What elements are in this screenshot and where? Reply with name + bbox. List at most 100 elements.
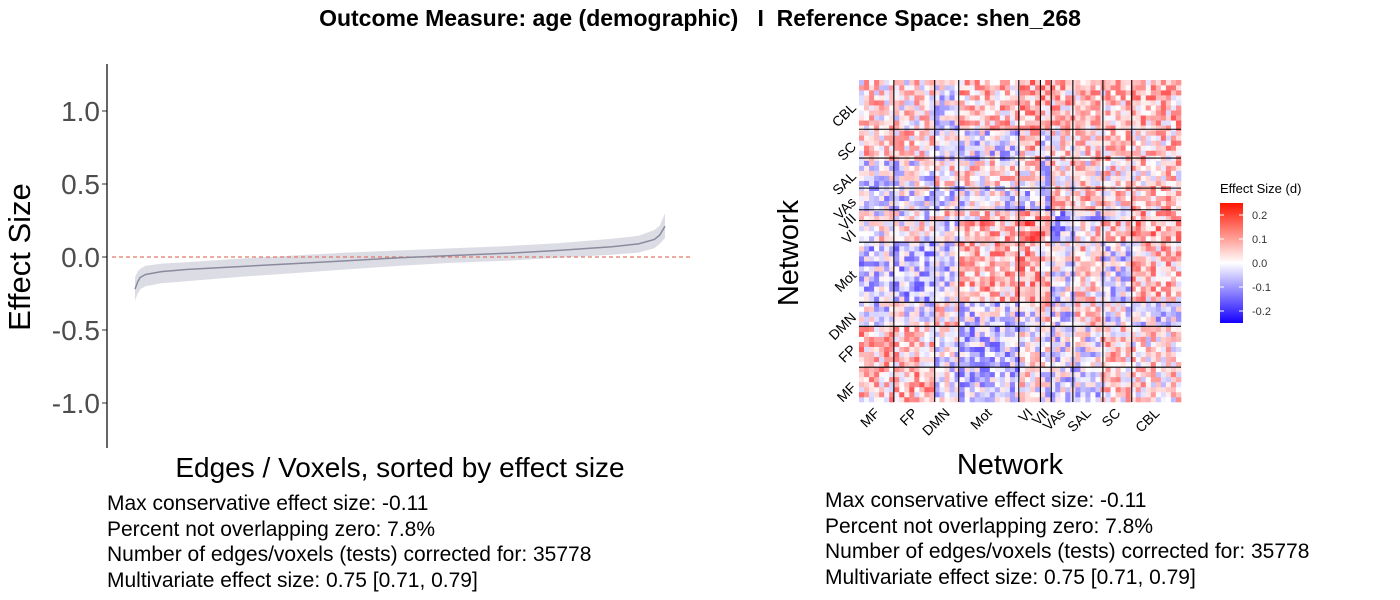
heatmap-cell bbox=[939, 381, 945, 388]
heatmap-cell bbox=[864, 140, 870, 146]
heatmap-cell bbox=[1090, 331, 1096, 337]
heatmap-cell bbox=[1025, 331, 1031, 337]
heatmap-cell bbox=[984, 346, 991, 352]
heatmap-cell bbox=[909, 195, 915, 202]
heatmap-cell bbox=[1085, 110, 1091, 116]
heatmap-cell bbox=[1095, 396, 1101, 403]
heatmap-cell bbox=[1155, 241, 1162, 247]
heatmap-cell bbox=[1075, 215, 1081, 222]
heatmap-cell bbox=[869, 271, 875, 277]
heatmap-cell bbox=[1130, 291, 1137, 297]
heatmap-cell bbox=[894, 95, 900, 101]
heatmap-cell bbox=[904, 85, 910, 91]
heatmap-cell bbox=[1150, 205, 1157, 212]
heatmap-cell bbox=[869, 306, 875, 312]
heatmap-cell bbox=[1075, 150, 1081, 156]
heatmap-cell bbox=[1045, 371, 1051, 378]
heatmap-cell bbox=[1085, 180, 1091, 186]
heatmap-cell bbox=[904, 200, 910, 207]
heatmap-cell bbox=[919, 321, 925, 327]
heatmap-cell bbox=[1140, 251, 1147, 257]
heatmap-cell bbox=[1025, 140, 1031, 146]
heatmap-cell bbox=[984, 396, 991, 403]
heatmap-cell bbox=[959, 110, 965, 116]
heatmap-cell bbox=[1040, 220, 1046, 227]
heatmap-cell bbox=[1135, 170, 1142, 176]
heatmap-cell bbox=[1075, 165, 1081, 171]
heatmap-cell bbox=[1040, 105, 1046, 111]
heatmap-cell bbox=[1125, 205, 1131, 212]
heatmap-cell bbox=[939, 311, 945, 317]
heatmap-cell bbox=[1045, 190, 1051, 197]
heatmap-cell bbox=[899, 145, 905, 151]
heatmap-cell bbox=[1135, 150, 1142, 156]
heatmap-cell bbox=[909, 80, 915, 86]
heatmap-cell bbox=[929, 361, 935, 368]
heatmap-cell bbox=[899, 246, 905, 252]
heatmap-cell bbox=[929, 110, 935, 116]
heatmap-cell bbox=[1050, 160, 1056, 166]
heatmap-cell bbox=[964, 356, 970, 363]
heatmap-cell bbox=[1120, 376, 1126, 383]
heatmap-cell bbox=[1050, 291, 1056, 297]
heatmap-cell bbox=[1035, 321, 1041, 327]
heatmap-cell bbox=[1080, 145, 1086, 151]
heatmap-cell bbox=[1125, 145, 1131, 151]
heatmap-cell bbox=[999, 170, 1006, 176]
heatmap-cell bbox=[874, 180, 880, 186]
heatmap-cell bbox=[1004, 361, 1011, 368]
heatmap-cell bbox=[884, 256, 890, 262]
heatmap-cell bbox=[954, 286, 960, 292]
heatmap-cell bbox=[1050, 125, 1056, 131]
heatmap-cell bbox=[1130, 180, 1137, 186]
heatmap-cell bbox=[939, 85, 945, 91]
heatmap-cell bbox=[1014, 120, 1021, 126]
heatmap-cell bbox=[999, 95, 1006, 101]
heatmap-cell bbox=[1140, 190, 1147, 197]
heatmap-cell bbox=[1135, 341, 1142, 347]
heatmap-cell bbox=[1170, 85, 1177, 91]
heatmap-cell bbox=[1175, 115, 1182, 121]
heatmap-cell bbox=[924, 336, 930, 342]
heatmap-cell bbox=[1050, 230, 1056, 237]
heatmap-cell bbox=[1120, 381, 1126, 388]
heatmap-cell bbox=[924, 80, 930, 86]
heatmap-cell bbox=[944, 306, 950, 312]
heatmap-cell bbox=[1140, 130, 1147, 136]
heatmap-cell bbox=[989, 205, 996, 212]
heatmap-cell bbox=[1125, 336, 1131, 342]
heatmap-cell bbox=[934, 180, 940, 186]
heatmap-cell bbox=[949, 160, 955, 166]
heatmap-cell bbox=[909, 391, 915, 398]
heatmap-cell bbox=[994, 311, 1001, 317]
heatmap-cell bbox=[1045, 266, 1051, 272]
heatmap-cell bbox=[1145, 241, 1152, 247]
heatmap-cell bbox=[1050, 215, 1056, 222]
heatmap-cell bbox=[1160, 336, 1167, 342]
heatmap-cell bbox=[914, 105, 920, 111]
heatmap-cell bbox=[909, 190, 915, 197]
heatmap-cell bbox=[1150, 210, 1157, 217]
heatmap-cell bbox=[1040, 271, 1046, 277]
heatmap-cell bbox=[1115, 296, 1121, 302]
heatmap-cell bbox=[1004, 271, 1011, 277]
heatmap-cell bbox=[919, 110, 925, 116]
heatmap-cell bbox=[954, 220, 960, 227]
heatmap-cell bbox=[959, 135, 965, 141]
heatmap-cell bbox=[919, 235, 925, 242]
heatmap-cell bbox=[1055, 276, 1061, 282]
heatmap-cell bbox=[1035, 291, 1041, 297]
heatmap-cell bbox=[1160, 160, 1167, 166]
heatmap-cell bbox=[984, 180, 991, 186]
heatmap-cell bbox=[944, 351, 950, 358]
heatmap-cell bbox=[1125, 331, 1131, 337]
heatmap-cell bbox=[1115, 316, 1121, 322]
heatmap-cell bbox=[889, 296, 895, 302]
heatmap-cell bbox=[1150, 321, 1157, 327]
heatmap-cell bbox=[1155, 180, 1162, 186]
heatmap-cell bbox=[984, 376, 991, 383]
heatmap-cell bbox=[924, 110, 930, 116]
heatmap-cell bbox=[1175, 225, 1182, 232]
heatmap-cell bbox=[1004, 301, 1011, 307]
heatmap-cell bbox=[1065, 140, 1071, 146]
